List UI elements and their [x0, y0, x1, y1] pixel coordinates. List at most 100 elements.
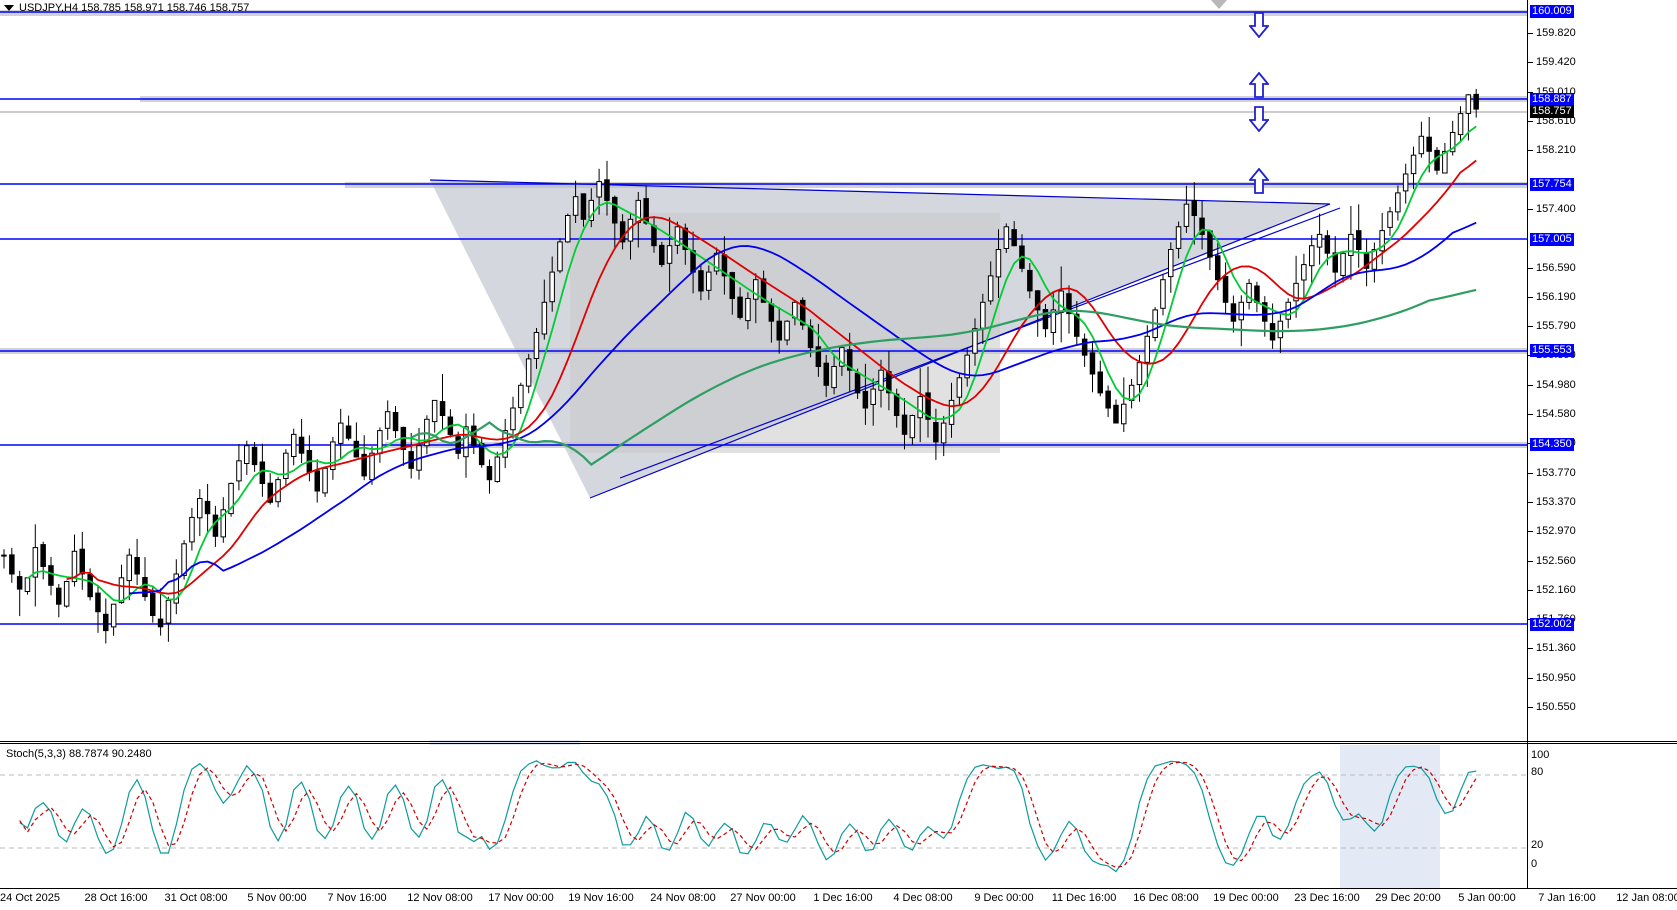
candle-body [1207, 230, 1213, 258]
price-tick: 158.610 [1528, 115, 1576, 128]
candle-body [244, 445, 250, 465]
level-price-label[interactable]: 160.009 [1530, 5, 1574, 18]
candle-body [1457, 113, 1464, 136]
candle-body [948, 399, 955, 425]
candle-body [1034, 290, 1041, 311]
ma-slow-line [129, 221, 1477, 595]
candle-body [737, 296, 743, 318]
candle-body [682, 227, 688, 250]
candle-body [572, 196, 579, 216]
candle-body [674, 226, 681, 246]
price-tick-label: 150.950 [1536, 672, 1576, 684]
candle-body [925, 392, 931, 420]
candle-body [298, 436, 305, 454]
candle-body [580, 193, 587, 220]
candle-body [1097, 371, 1103, 394]
candle-body [189, 516, 195, 543]
price-chart-svg [0, 10, 1527, 644]
candle-body [1465, 94, 1472, 114]
candle-body [1402, 173, 1409, 192]
candle-body [1168, 249, 1174, 278]
signal-arrow-down-2[interactable] [1249, 106, 1269, 132]
candle-body [800, 299, 806, 326]
candle-body [103, 613, 109, 632]
time-tick-label: 12 Jan 08:00 [1616, 892, 1677, 904]
candle-body [1340, 252, 1346, 277]
candle-body [377, 430, 383, 455]
candle-body [518, 384, 524, 409]
level-price-label[interactable]: 157.005 [1530, 233, 1574, 246]
candle-body [1027, 269, 1033, 292]
candle-body [1215, 255, 1221, 281]
candle-body [854, 372, 861, 394]
time-tick-label: 5 Nov 00:00 [247, 892, 307, 904]
level-price-label[interactable]: 157.754 [1530, 178, 1574, 191]
level-price-label[interactable]: 154.350 [1530, 438, 1574, 451]
signal-arrow-up-1[interactable] [1249, 72, 1269, 98]
caret-down-icon[interactable] [4, 5, 14, 12]
signal-arrow-up-2[interactable] [1249, 168, 1269, 194]
candle-body [690, 250, 696, 273]
candle-body [32, 547, 39, 578]
candle-body [525, 358, 532, 387]
candle-body [862, 390, 869, 409]
candle-body [486, 466, 493, 481]
candle-body [1230, 303, 1237, 322]
candle-body [1136, 362, 1143, 386]
price-chart-pane[interactable] [0, 8, 1527, 740]
candle-body [79, 548, 85, 575]
price-tick: 150.950 [1528, 672, 1576, 685]
signal-arrow-down-1[interactable] [1249, 12, 1269, 38]
time-tick-label: 7 Jan 16:00 [1538, 892, 1596, 904]
time-tick-label: 29 Dec 20:00 [1375, 892, 1441, 904]
level-price-label[interactable]: 155.553 [1530, 344, 1574, 357]
candle-body [878, 369, 884, 391]
price-tick-label: 152.160 [1536, 584, 1576, 596]
candle-body [533, 332, 540, 359]
candle-body [776, 320, 782, 341]
level-price-label[interactable]: 158.887 [1530, 93, 1574, 106]
stoch-tick: 80 [1531, 766, 1544, 778]
candle-body [1426, 136, 1432, 152]
candle-body [917, 396, 923, 419]
candle-body [933, 422, 939, 443]
stochastic-header: Stoch(5,3,3) 88.7874 90.2480 [6, 748, 152, 762]
price-tick: 158.210 [1528, 144, 1576, 157]
candle-body [956, 377, 963, 398]
candle-body [1309, 245, 1315, 267]
time-tick-label: 28 Oct 16:00 [84, 892, 148, 904]
symbol-header-text: USDJPY,H4 158.785 158.971 158.746 158.75… [19, 2, 250, 14]
candle-body [1434, 149, 1440, 171]
price-tick: 152.560 [1528, 555, 1576, 568]
candle-body [1058, 290, 1064, 313]
candle-body [181, 543, 187, 576]
price-axis[interactable]: 159.820 159.420 159.010 158.610 158.210 157.4… [1527, 0, 1677, 745]
candle-body [659, 244, 665, 265]
candle-body [1105, 390, 1111, 409]
price-tick-label: 150.550 [1536, 701, 1576, 713]
symbol-header[interactable]: USDJPY,H4 158.785 158.971 158.746 158.75… [4, 2, 249, 16]
level-price-label[interactable]: 152.002 [1530, 618, 1574, 631]
price-tick: 152.970 [1528, 525, 1576, 538]
stochastic-svg [0, 745, 1527, 888]
candle-body [1324, 235, 1331, 254]
candle-body [698, 270, 704, 292]
candle-body [87, 573, 93, 598]
time-axis[interactable]: 24 Oct 2025 28 Oct 16:00 31 Oct 08:00 5 Nov… [0, 888, 1677, 910]
price-tick: 159.420 [1528, 56, 1576, 69]
price-tick-label: 151.360 [1536, 642, 1576, 654]
time-tick-label: 9 Dec 00:00 [974, 892, 1034, 904]
candle-body [71, 550, 78, 583]
price-tick-label: 153.770 [1536, 467, 1576, 479]
candle-body [1277, 320, 1284, 339]
last-price-label[interactable]: 158.757 [1530, 105, 1574, 118]
price-tick-label: 158.210 [1536, 144, 1576, 156]
candle-body [165, 599, 172, 624]
candle-body [1410, 154, 1417, 175]
stochastic-pane[interactable] [0, 745, 1527, 888]
candle-body [384, 411, 391, 429]
candle-body [1, 554, 7, 557]
candle-body [1050, 309, 1057, 333]
candle-body [197, 498, 203, 519]
candle-body [1301, 264, 1307, 281]
